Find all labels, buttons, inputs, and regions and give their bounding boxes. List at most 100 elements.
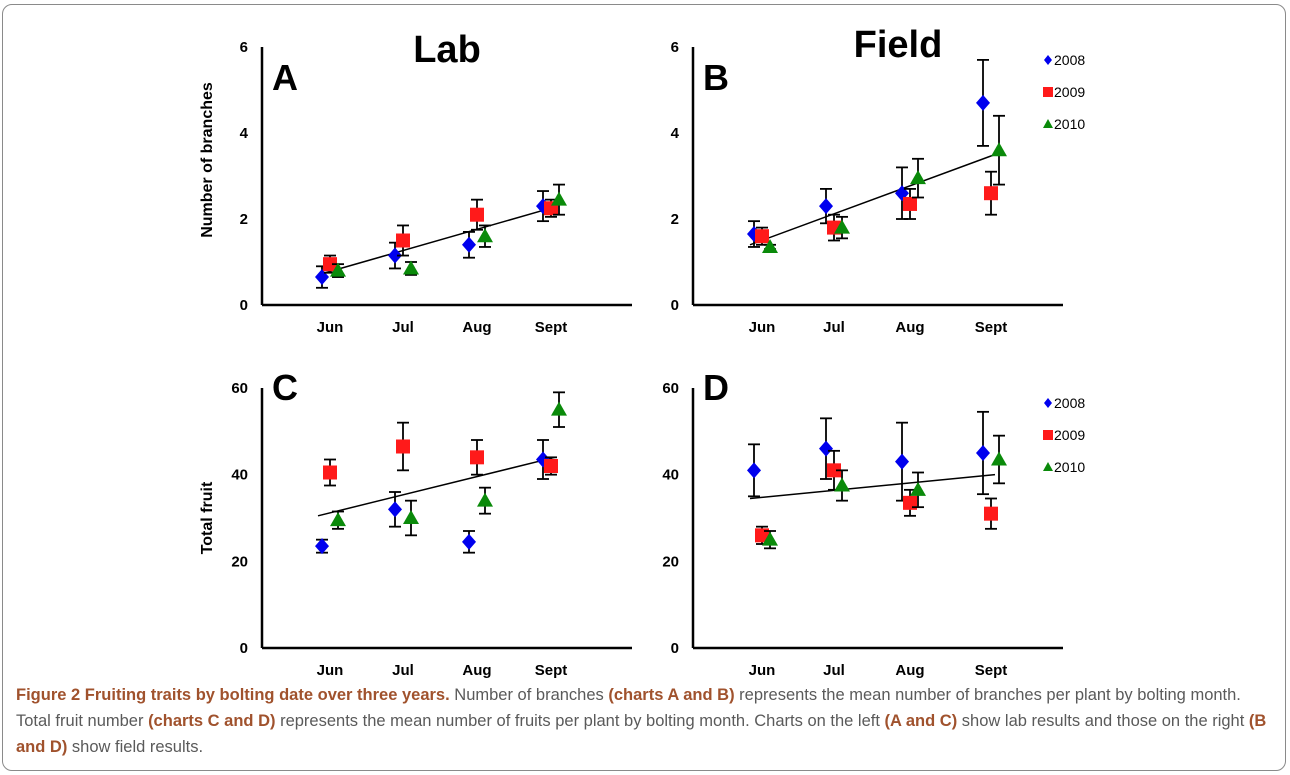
y-tick-label: 0 — [671, 640, 679, 657]
y-tick-label: 20 — [231, 553, 248, 570]
data-point-2010 — [477, 492, 493, 507]
x-tick-label: Jun — [317, 662, 344, 679]
data-point-2010 — [834, 219, 850, 234]
legend-label-2008: 2008 — [1054, 52, 1085, 68]
data-point-2009 — [903, 196, 917, 211]
legend-marker-2010 — [1043, 462, 1053, 471]
data-point-2009 — [755, 229, 769, 244]
x-tick-label: Jun — [749, 319, 776, 336]
data-point-2010 — [477, 228, 493, 243]
data-point-2008 — [819, 440, 833, 457]
trend-line — [749, 473, 996, 500]
y-tick-label: 60 — [231, 380, 248, 397]
panel-letter: B — [703, 57, 729, 98]
trend-line — [749, 153, 996, 246]
data-point-2010 — [910, 170, 926, 185]
legend-label-2009: 2009 — [1054, 427, 1085, 443]
y-tick-label: 4 — [240, 125, 249, 142]
data-point-2010 — [834, 477, 850, 492]
trend-line — [317, 206, 556, 276]
y-tick-label: 2 — [240, 211, 248, 228]
y-tick-label: 40 — [662, 467, 679, 484]
x-tick-label: Sept — [535, 662, 568, 679]
data-point-2008 — [895, 453, 909, 470]
x-tick-label: Jun — [749, 662, 776, 679]
data-point-2008 — [462, 236, 476, 253]
legend-label-2010: 2010 — [1054, 116, 1085, 132]
legend-label-2010: 2010 — [1054, 459, 1085, 475]
x-tick-label: Jul — [823, 319, 845, 336]
data-point-2008 — [976, 94, 990, 111]
data-point-2010 — [403, 510, 419, 524]
y-tick-label: 40 — [231, 467, 248, 484]
y-tick-label: 0 — [240, 640, 248, 657]
chart-panel-a: 0 2 4 6 Jun Jul Aug Sept A Lab Number of branches — [199, 29, 632, 336]
caption-text-4: show lab results and those on the right — [957, 712, 1249, 730]
data-point-2008 — [315, 538, 329, 555]
data-point-2009 — [544, 459, 558, 473]
caption-ref-1: (charts A and B) — [608, 686, 735, 704]
x-tick-label: Jul — [392, 319, 414, 336]
legend: 2008 2009 2010 — [1043, 52, 1085, 132]
panel-title: Lab — [413, 29, 481, 71]
data-point-2009 — [396, 439, 410, 454]
data-point-2009 — [984, 506, 998, 521]
data-point-2010 — [991, 142, 1007, 157]
figure-caption: Figure 2 Fruiting traits by bolting date… — [16, 682, 1278, 760]
x-tick-label: Jul — [392, 662, 414, 679]
panel-letter: C — [272, 367, 298, 408]
data-point-2009 — [323, 257, 337, 272]
legend-label-2008: 2008 — [1054, 395, 1085, 411]
data-point-2008 — [315, 269, 329, 286]
y-axis-title: Total fruit — [199, 481, 216, 554]
legend-label-2009: 2009 — [1054, 84, 1085, 100]
data-point-2010 — [330, 262, 346, 277]
data-point-2010 — [762, 531, 778, 546]
caption-text-2: represents the mean number of branches p… — [16, 686, 1241, 730]
y-tick-label: 0 — [240, 297, 248, 314]
chart-panel-d: 0 20 40 60 Jun Jul Aug Sept D 2008 2009 2010 — [662, 367, 1085, 679]
data-point-2009 — [470, 450, 484, 465]
legend-marker-2009 — [1043, 87, 1053, 97]
x-tick-label: Sept — [535, 319, 568, 336]
data-point-2010 — [910, 481, 926, 496]
caption-text-1: Number of branches — [449, 686, 609, 704]
data-point-2009 — [470, 207, 484, 222]
caption-text-5: show field results. — [67, 738, 204, 756]
figure-frame — [2, 4, 1286, 771]
data-point-2010 — [551, 401, 567, 416]
legend: 2008 2009 2010 — [1043, 395, 1085, 475]
data-point-2008 — [819, 198, 833, 215]
caption-ref-4: (B and D) — [16, 712, 1267, 756]
data-point-2010 — [991, 451, 1007, 466]
data-point-2008 — [388, 247, 402, 264]
legend-marker-2008 — [1044, 55, 1052, 65]
legend-marker-2008 — [1044, 398, 1052, 408]
x-tick-label: Aug — [462, 319, 491, 336]
data-point-2009 — [396, 233, 410, 248]
x-tick-label: Jul — [823, 662, 845, 679]
y-tick-label: 60 — [662, 380, 679, 397]
x-tick-label: Jun — [317, 319, 344, 336]
data-point-2009 — [984, 186, 998, 201]
caption-ref-3: (A and C) — [884, 712, 958, 730]
y-tick-label: 4 — [671, 125, 680, 142]
caption-text-3: represents the mean number of fruits per… — [275, 712, 885, 730]
caption-title: Fruiting traits by bolting date over thr… — [84, 686, 450, 704]
legend-marker-2009 — [1043, 430, 1053, 440]
y-tick-label: 6 — [671, 39, 679, 56]
trend-line — [317, 456, 556, 517]
data-point-2008 — [747, 462, 761, 479]
chart-panel-c: 0 20 40 60 Jun Jul Aug Sept C Total fruit — [199, 367, 632, 679]
data-point-2009 — [827, 463, 841, 478]
x-tick-label: Aug — [462, 662, 491, 679]
panel-letter: D — [703, 367, 729, 408]
caption-ref-2: (charts C and D) — [148, 712, 276, 730]
data-point-2010 — [762, 238, 778, 253]
x-tick-label: Aug — [895, 662, 924, 679]
legend-marker-2010 — [1043, 119, 1053, 128]
data-point-2010 — [551, 191, 567, 206]
data-point-2008 — [462, 533, 476, 550]
data-point-2008 — [388, 501, 402, 518]
